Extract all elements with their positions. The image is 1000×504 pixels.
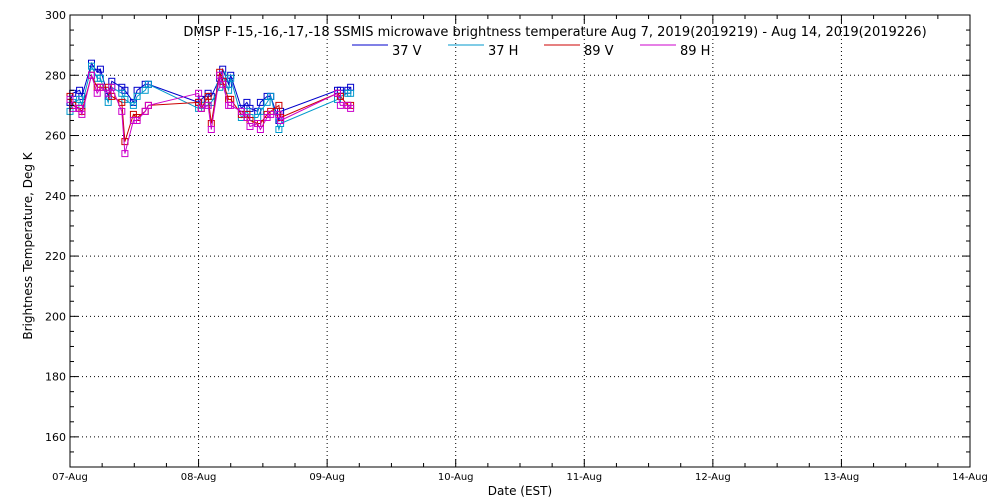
legend: 37 V 37 H 89 V 89 H	[352, 44, 710, 59]
data-point-marker	[96, 65, 104, 73]
data-point-marker	[243, 114, 251, 121]
grid-layer	[70, 15, 970, 467]
legend-label: 89 V	[584, 44, 614, 59]
x-tick-label: 10-Aug	[438, 472, 474, 483]
y-tick-label: 200	[45, 310, 66, 323]
axis-layer: 160 180 200 220 240 260 280 300 07-Aug 08-Aug 09-A…	[45, 9, 988, 483]
series-89-h	[66, 71, 355, 158]
x-tick-label: 12-Aug	[695, 472, 731, 483]
y-tick-label: 260	[45, 130, 66, 143]
x-tick-label: 09-Aug	[309, 472, 345, 483]
data-point-marker	[129, 101, 137, 109]
data-point-marker	[133, 117, 141, 124]
data-point-marker	[256, 107, 264, 115]
data-point-marker	[118, 107, 126, 115]
x-tick-label: 13-Aug	[824, 472, 860, 483]
data-point-marker	[347, 104, 355, 112]
data-point-marker	[347, 89, 355, 97]
data-point-marker	[204, 92, 212, 100]
x-tick-label: 08-Aug	[181, 472, 217, 483]
y-tick-label: 280	[45, 69, 66, 82]
y-tick-label: 160	[45, 431, 66, 444]
data-point-marker	[336, 101, 344, 109]
y-tick-label: 300	[45, 9, 66, 22]
data-point-marker	[334, 89, 341, 97]
data-point-marker	[219, 80, 227, 88]
data-point-marker	[88, 71, 95, 79]
data-point-marker	[78, 110, 86, 118]
data-point-marker	[207, 126, 215, 133]
data-point-marker	[256, 126, 264, 133]
data-point-marker	[144, 80, 152, 88]
data-point-marker	[267, 92, 275, 100]
data-point-marker	[227, 101, 235, 109]
data-point-marker	[216, 71, 224, 79]
data-point-marker	[267, 110, 275, 118]
legend-label: 37 H	[488, 44, 518, 59]
data-point-marker	[275, 101, 283, 109]
x-tick-label: 14-Aug	[952, 472, 988, 483]
data-point-marker	[237, 107, 245, 115]
data-point-marker	[104, 89, 112, 97]
legend-label: 89 H	[680, 44, 710, 59]
x-axis-label: Date (EST)	[488, 484, 552, 498]
data-point-marker	[121, 150, 129, 158]
data-point-marker	[195, 89, 203, 97]
data-point-marker	[108, 83, 116, 91]
data-point-marker	[227, 74, 235, 82]
data-point-marker	[277, 117, 285, 124]
data-point-marker	[263, 98, 271, 106]
data-point-marker	[88, 62, 95, 70]
data-point-marker	[96, 83, 104, 91]
y-tick-label: 220	[45, 250, 66, 263]
x-tick-label: 11-Aug	[566, 472, 602, 483]
data-point-marker	[129, 117, 137, 124]
data-point-marker	[133, 92, 141, 100]
series-line	[69, 73, 351, 154]
legend-label: 37 V	[392, 44, 422, 59]
y-tick-label: 240	[45, 190, 66, 203]
y-tick-label: 180	[45, 371, 66, 384]
data-point-marker	[256, 98, 264, 106]
y-axis-label: Brightness Temperature, Deg K	[21, 151, 35, 339]
data-point-marker	[118, 98, 126, 106]
data-point-marker	[197, 104, 205, 112]
data-point-marker	[246, 123, 254, 130]
x-tick-label: 07-Aug	[52, 472, 88, 483]
plot-frame	[69, 14, 971, 468]
data-point-marker	[204, 101, 212, 109]
data-point-marker	[144, 101, 152, 109]
series-layer	[66, 59, 355, 158]
series-89-v	[66, 68, 355, 146]
data-point-marker	[96, 74, 104, 82]
chart-title: DMSP F-15,-16,-17,-18 SSMIS microwave br…	[183, 25, 926, 40]
data-point-marker	[104, 98, 112, 106]
